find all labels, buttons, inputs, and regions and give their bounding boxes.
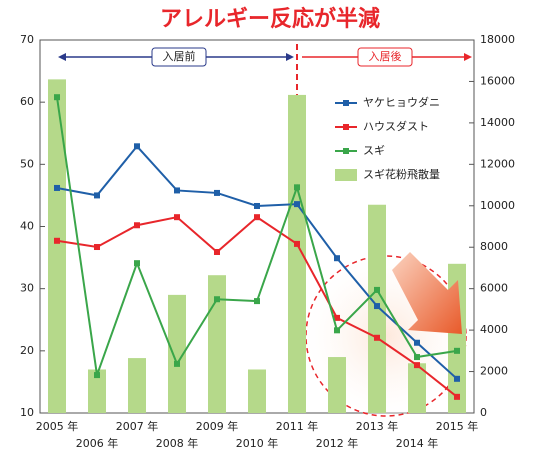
y2-tick-label: 18000 <box>480 33 515 46</box>
x-tick-label: 2011 年 <box>276 419 319 433</box>
marker <box>254 214 260 221</box>
x-tick-label: 2015 年 <box>436 419 479 433</box>
marker <box>134 222 140 229</box>
x-tick-label: 2010 年 <box>236 436 279 450</box>
bar <box>88 369 106 413</box>
marker <box>414 354 420 361</box>
x-tick-label: 2007 年 <box>116 419 159 433</box>
y2-tick-label: 0 <box>480 406 487 419</box>
marker <box>214 296 220 303</box>
marker <box>174 214 180 221</box>
y-tick-label: 30 <box>20 282 34 295</box>
x-tick-label: 2013 年 <box>356 419 399 433</box>
y2-tick-label: 4000 <box>480 323 508 336</box>
legend-label: ハウスダスト <box>363 119 429 133</box>
x-tick-label: 2012 年 <box>316 436 359 450</box>
marker <box>334 327 340 334</box>
marker <box>414 339 420 346</box>
bar <box>208 275 226 413</box>
bar <box>128 358 146 413</box>
marker <box>294 201 300 208</box>
bar <box>48 79 66 413</box>
axes: 10 20 30 40 50 60 70 0 2000 4000 6000 8000 10000 1200… <box>20 33 515 450</box>
legend-marker <box>343 124 349 130</box>
marker <box>214 189 220 196</box>
marker <box>174 187 180 194</box>
y2-tick-label: 2000 <box>480 365 508 378</box>
y2-tick-label: 6000 <box>480 282 508 295</box>
x-tick-label: 2009 年 <box>196 419 239 433</box>
y-tick-label: 40 <box>20 220 34 233</box>
bar <box>248 369 266 413</box>
marker <box>254 298 260 305</box>
legend-swatch <box>335 169 357 181</box>
marker <box>94 372 100 379</box>
label-box <box>357 47 413 67</box>
marker <box>454 393 460 400</box>
chart-title: アレルギー反応が半減 <box>160 6 380 32</box>
y-tick-label: 70 <box>20 33 34 46</box>
legend-marker <box>343 100 349 106</box>
legend-label: スギ花粉飛散量 <box>363 167 440 181</box>
marker <box>454 375 460 382</box>
y2-tick-label: 10000 <box>480 199 515 212</box>
marker <box>334 314 340 321</box>
legend-label: ヤケヒョウダニ <box>363 95 440 109</box>
lines <box>54 94 460 400</box>
y2-tick-label: 16000 <box>480 74 515 87</box>
marker <box>94 192 100 199</box>
x-tick-label: 2006 年 <box>76 436 119 450</box>
marker <box>454 347 460 354</box>
annotation: 入居前 <box>163 49 196 63</box>
marker <box>94 244 100 251</box>
marker <box>294 184 300 191</box>
marker <box>374 303 380 310</box>
marker <box>174 360 180 367</box>
legend-marker <box>343 148 349 154</box>
marker <box>214 248 220 255</box>
arrow-head <box>286 53 294 61</box>
bar <box>328 357 346 413</box>
marker <box>54 94 60 101</box>
y-tick-label: 20 <box>20 344 34 357</box>
marker <box>134 260 140 267</box>
marker <box>254 202 260 209</box>
marker <box>54 237 60 244</box>
marker <box>374 286 380 293</box>
y-tick-label: 50 <box>20 157 34 170</box>
x-tick-label: 2014 年 <box>396 436 439 450</box>
label-box <box>151 47 207 67</box>
arrow-head <box>464 53 472 61</box>
y-tick-label: 10 <box>20 406 34 419</box>
annotation: 入居後 <box>369 49 402 63</box>
bars <box>48 79 466 414</box>
y2-tick-label: 14000 <box>480 116 515 129</box>
bar <box>408 363 426 413</box>
marker <box>374 334 380 341</box>
marker <box>414 362 420 369</box>
bar <box>168 294 186 413</box>
x-tick-label: 2008 年 <box>156 436 199 450</box>
marker <box>294 240 300 247</box>
x-tick-label: 2005 年 <box>36 419 79 433</box>
marker <box>134 143 140 150</box>
y2-tick-label: 12000 <box>480 157 515 170</box>
arrow-head <box>58 53 66 61</box>
y2-tick-label: 8000 <box>480 240 508 253</box>
decrease-arrow <box>392 252 462 334</box>
bar <box>288 94 306 414</box>
legend-label: スギ <box>363 144 385 157</box>
marker <box>54 184 60 191</box>
marker <box>334 255 340 262</box>
y-tick-label: 60 <box>20 95 34 108</box>
